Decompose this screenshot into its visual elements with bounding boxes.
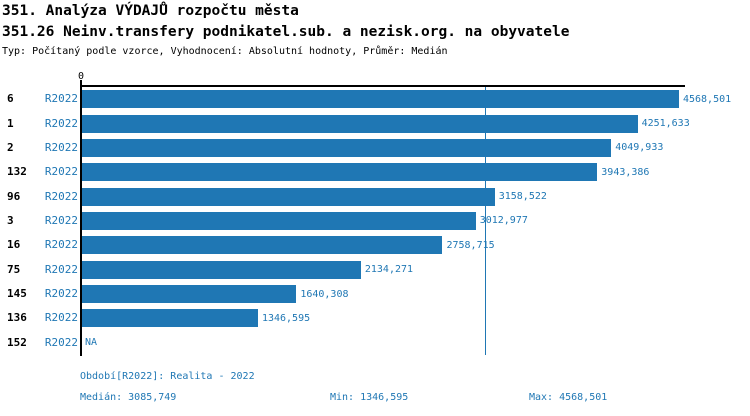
bar-track: 4251,633 — [82, 114, 750, 133]
chart-subtitle: 351.26 Neinv.transfery podnikatel.sub. a… — [2, 24, 570, 40]
value-bar — [82, 309, 258, 328]
row-rank-label: 132 — [7, 165, 27, 179]
median-reference-line — [485, 87, 486, 355]
bar-row: 96 R2022 3158,522 — [0, 184, 750, 208]
value-bar — [82, 163, 598, 182]
row-rank-label: 152 — [7, 335, 27, 349]
value-bar — [82, 187, 495, 206]
row-period-label: R2022 — [44, 165, 78, 179]
row-rank-label: 6 — [7, 92, 14, 106]
row-period-label: R2022 — [44, 92, 78, 106]
value-bar — [82, 285, 297, 304]
bar-track: 3158,522 — [82, 187, 750, 206]
row-period-label: R2022 — [44, 335, 78, 349]
row-period-label: R2022 — [44, 189, 78, 203]
value-label: 4049,933 — [615, 142, 664, 154]
bar-track: 3012,977 — [82, 211, 750, 230]
x-axis-zero-tick-label: 0 — [77, 71, 85, 82]
row-rank-label: 1 — [7, 116, 14, 130]
footer-median-label: Medián: 3085,749 — [80, 392, 177, 403]
value-label: 4568,501 — [682, 93, 732, 105]
row-rank-label: 2 — [7, 140, 14, 154]
row-period-label: R2022 — [44, 287, 78, 301]
value-label: 1640,308 — [300, 288, 349, 300]
chart-title: 351. Analýza VÝDAJŮ rozpočtu města — [2, 3, 299, 19]
bar-row: 136 R2022 1346,595 — [0, 306, 750, 330]
value-label: 2758,715 — [446, 239, 495, 251]
bar-row: 75 R2022 2134,271 — [0, 258, 750, 282]
value-label: 3012,977 — [479, 215, 528, 227]
footer-max-label: Max: 4568,501 — [529, 392, 608, 403]
bar-rows-container: 6 R2022 4568,501 1 R2022 4251,633 2 R2022 4049,9… — [0, 87, 750, 355]
bar-track: 4049,933 — [82, 138, 750, 157]
bar-row: 16 R2022 2758,715 — [0, 233, 750, 257]
row-period-label: R2022 — [44, 213, 78, 227]
bar-row: 145 R2022 1640,308 — [0, 282, 750, 306]
value-bar — [82, 114, 638, 133]
value-bar — [82, 138, 612, 157]
bar-row: 3 R2022 3012,977 — [0, 209, 750, 233]
row-period-label: R2022 — [44, 116, 78, 130]
bar-track: 2134,271 — [82, 260, 750, 279]
footer-min-label: Min: 1346,595 — [330, 392, 409, 403]
row-rank-label: 136 — [7, 311, 27, 325]
bar-row: 2 R2022 4049,933 — [0, 136, 750, 160]
value-label: 3943,386 — [601, 166, 650, 178]
value-bar — [82, 211, 476, 230]
bar-track: 2758,715 — [82, 236, 750, 255]
footer-period-label: Období[R2022]: Realita - 2022 — [80, 371, 255, 382]
bar-row: 1 R2022 4251,633 — [0, 111, 750, 135]
y-axis-line — [80, 80, 82, 356]
bar-row: 132 R2022 3943,386 — [0, 160, 750, 184]
value-label: 4251,633 — [641, 118, 690, 130]
bar-row: 6 R2022 4568,501 — [0, 87, 750, 111]
row-rank-label: 96 — [7, 189, 21, 203]
bar-track: NA — [82, 334, 750, 352]
bar-row: 152 R2022 NA — [0, 331, 750, 355]
bar-track: 1640,308 — [82, 285, 750, 304]
value-label: 2134,271 — [364, 264, 414, 276]
value-bar — [82, 236, 443, 255]
value-label: 1346,595 — [261, 312, 311, 324]
row-period-label: R2022 — [44, 238, 78, 252]
row-period-label: R2022 — [44, 311, 78, 325]
row-rank-label: 3 — [7, 213, 14, 227]
value-label: 3158,522 — [498, 191, 547, 203]
bar-track: 4568,501 — [82, 90, 750, 109]
bar-track: 1346,595 — [82, 309, 750, 328]
value-label: NA — [85, 337, 98, 349]
row-period-label: R2022 — [44, 262, 78, 276]
row-rank-label: 16 — [7, 238, 21, 252]
row-rank-label: 75 — [7, 262, 21, 276]
chart-meta-line: Typ: Počítaný podle vzorce, Vyhodnocení:… — [2, 46, 448, 57]
x-axis-line — [80, 85, 685, 87]
value-bar — [82, 90, 679, 109]
bar-track: 3943,386 — [82, 163, 750, 182]
value-bar — [82, 260, 361, 279]
row-period-label: R2022 — [44, 140, 78, 154]
row-rank-label: 145 — [7, 287, 27, 301]
